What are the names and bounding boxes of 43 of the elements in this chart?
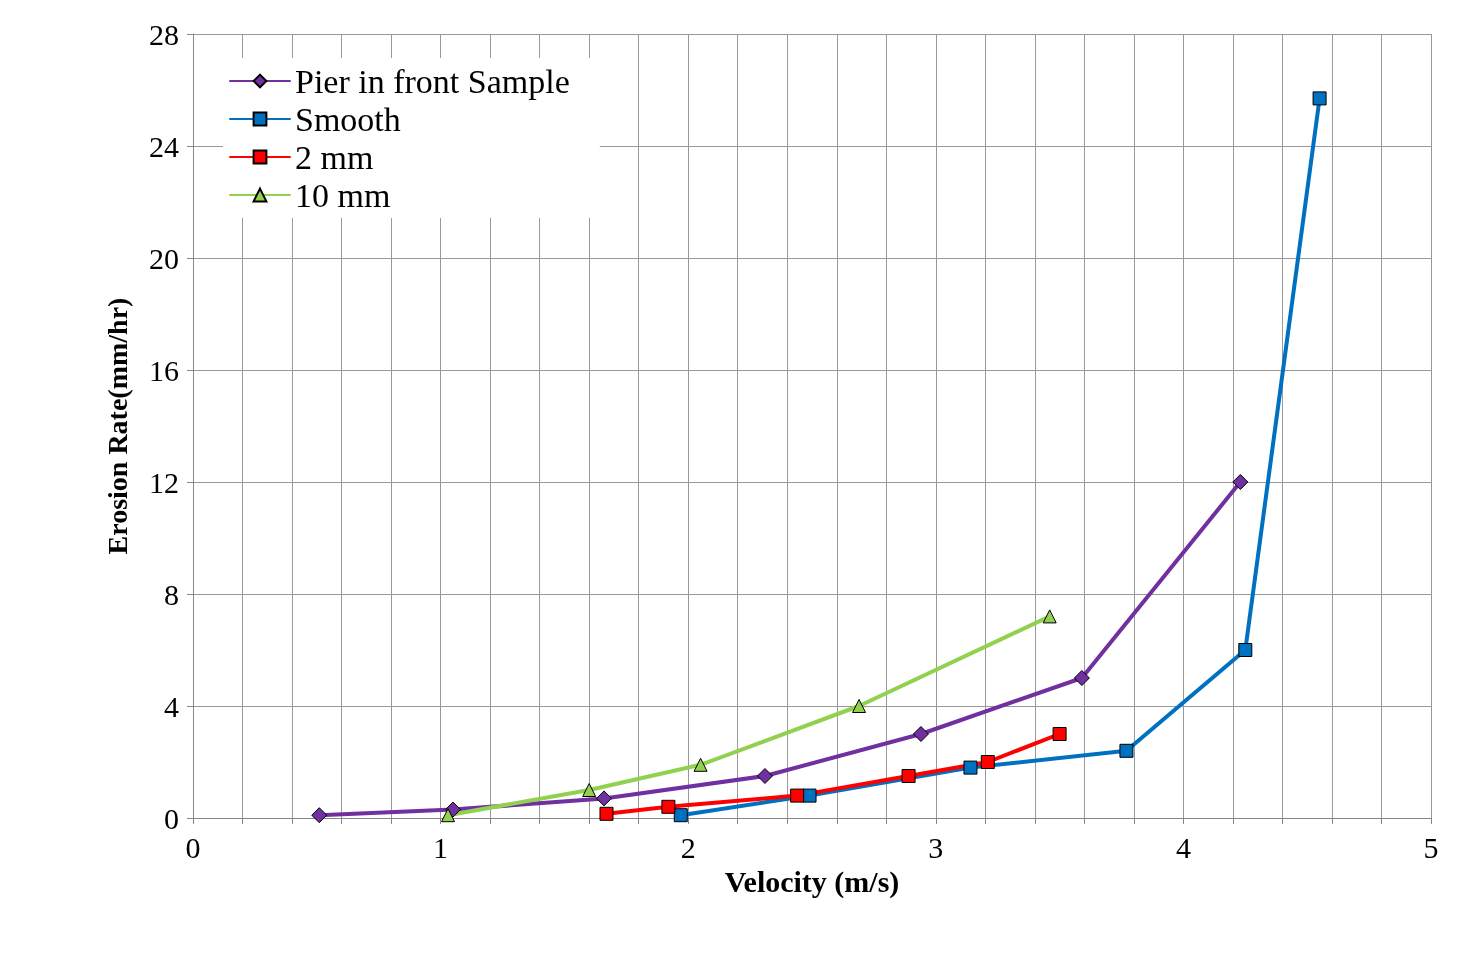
y-tick-label: 12 (149, 465, 179, 499)
point (980, 755, 995, 769)
point (661, 799, 676, 814)
point (901, 769, 916, 783)
point (1073, 670, 1090, 686)
point (441, 808, 456, 823)
y-axis-title: Erosion Rate(mm/hr) (101, 297, 133, 555)
point (912, 726, 929, 742)
point (802, 788, 817, 803)
legend-label: 2 mm (295, 138, 374, 176)
point (1042, 609, 1057, 624)
x-tick-label: 1 (433, 830, 449, 864)
point (756, 768, 773, 784)
legend-label: 10 mm (295, 176, 391, 214)
y-tick-label: 28 (149, 17, 179, 51)
x-tick-label: 2 (680, 830, 696, 864)
point (790, 788, 805, 803)
point (311, 807, 328, 824)
x-axis-title: Velocity (m/s) (724, 865, 900, 900)
point (596, 790, 613, 807)
point (852, 699, 867, 713)
y-tick-label: 24 (149, 129, 179, 163)
point (1119, 743, 1134, 758)
point (1238, 643, 1253, 657)
y-tick-label: 0 (164, 801, 179, 835)
x-tick-label: 3 (928, 830, 944, 864)
point (1232, 474, 1249, 490)
point (599, 806, 614, 821)
point (693, 757, 708, 772)
x-tick-label: 5 (1423, 830, 1439, 864)
point (963, 760, 978, 775)
x-tick-label: 0 (185, 830, 201, 864)
point (1052, 727, 1067, 741)
point (673, 808, 688, 823)
y-tick-label: 16 (149, 353, 179, 387)
y-tick-label: 8 (164, 577, 179, 611)
x-tick-label: 4 (1175, 830, 1191, 864)
legend-label: Smooth (295, 100, 401, 138)
point (1312, 91, 1327, 106)
point (582, 783, 597, 797)
y-tick-label: 20 (149, 241, 179, 275)
legend-label: Pier in front Sample (295, 62, 570, 100)
y-tick-label: 4 (164, 689, 179, 723)
